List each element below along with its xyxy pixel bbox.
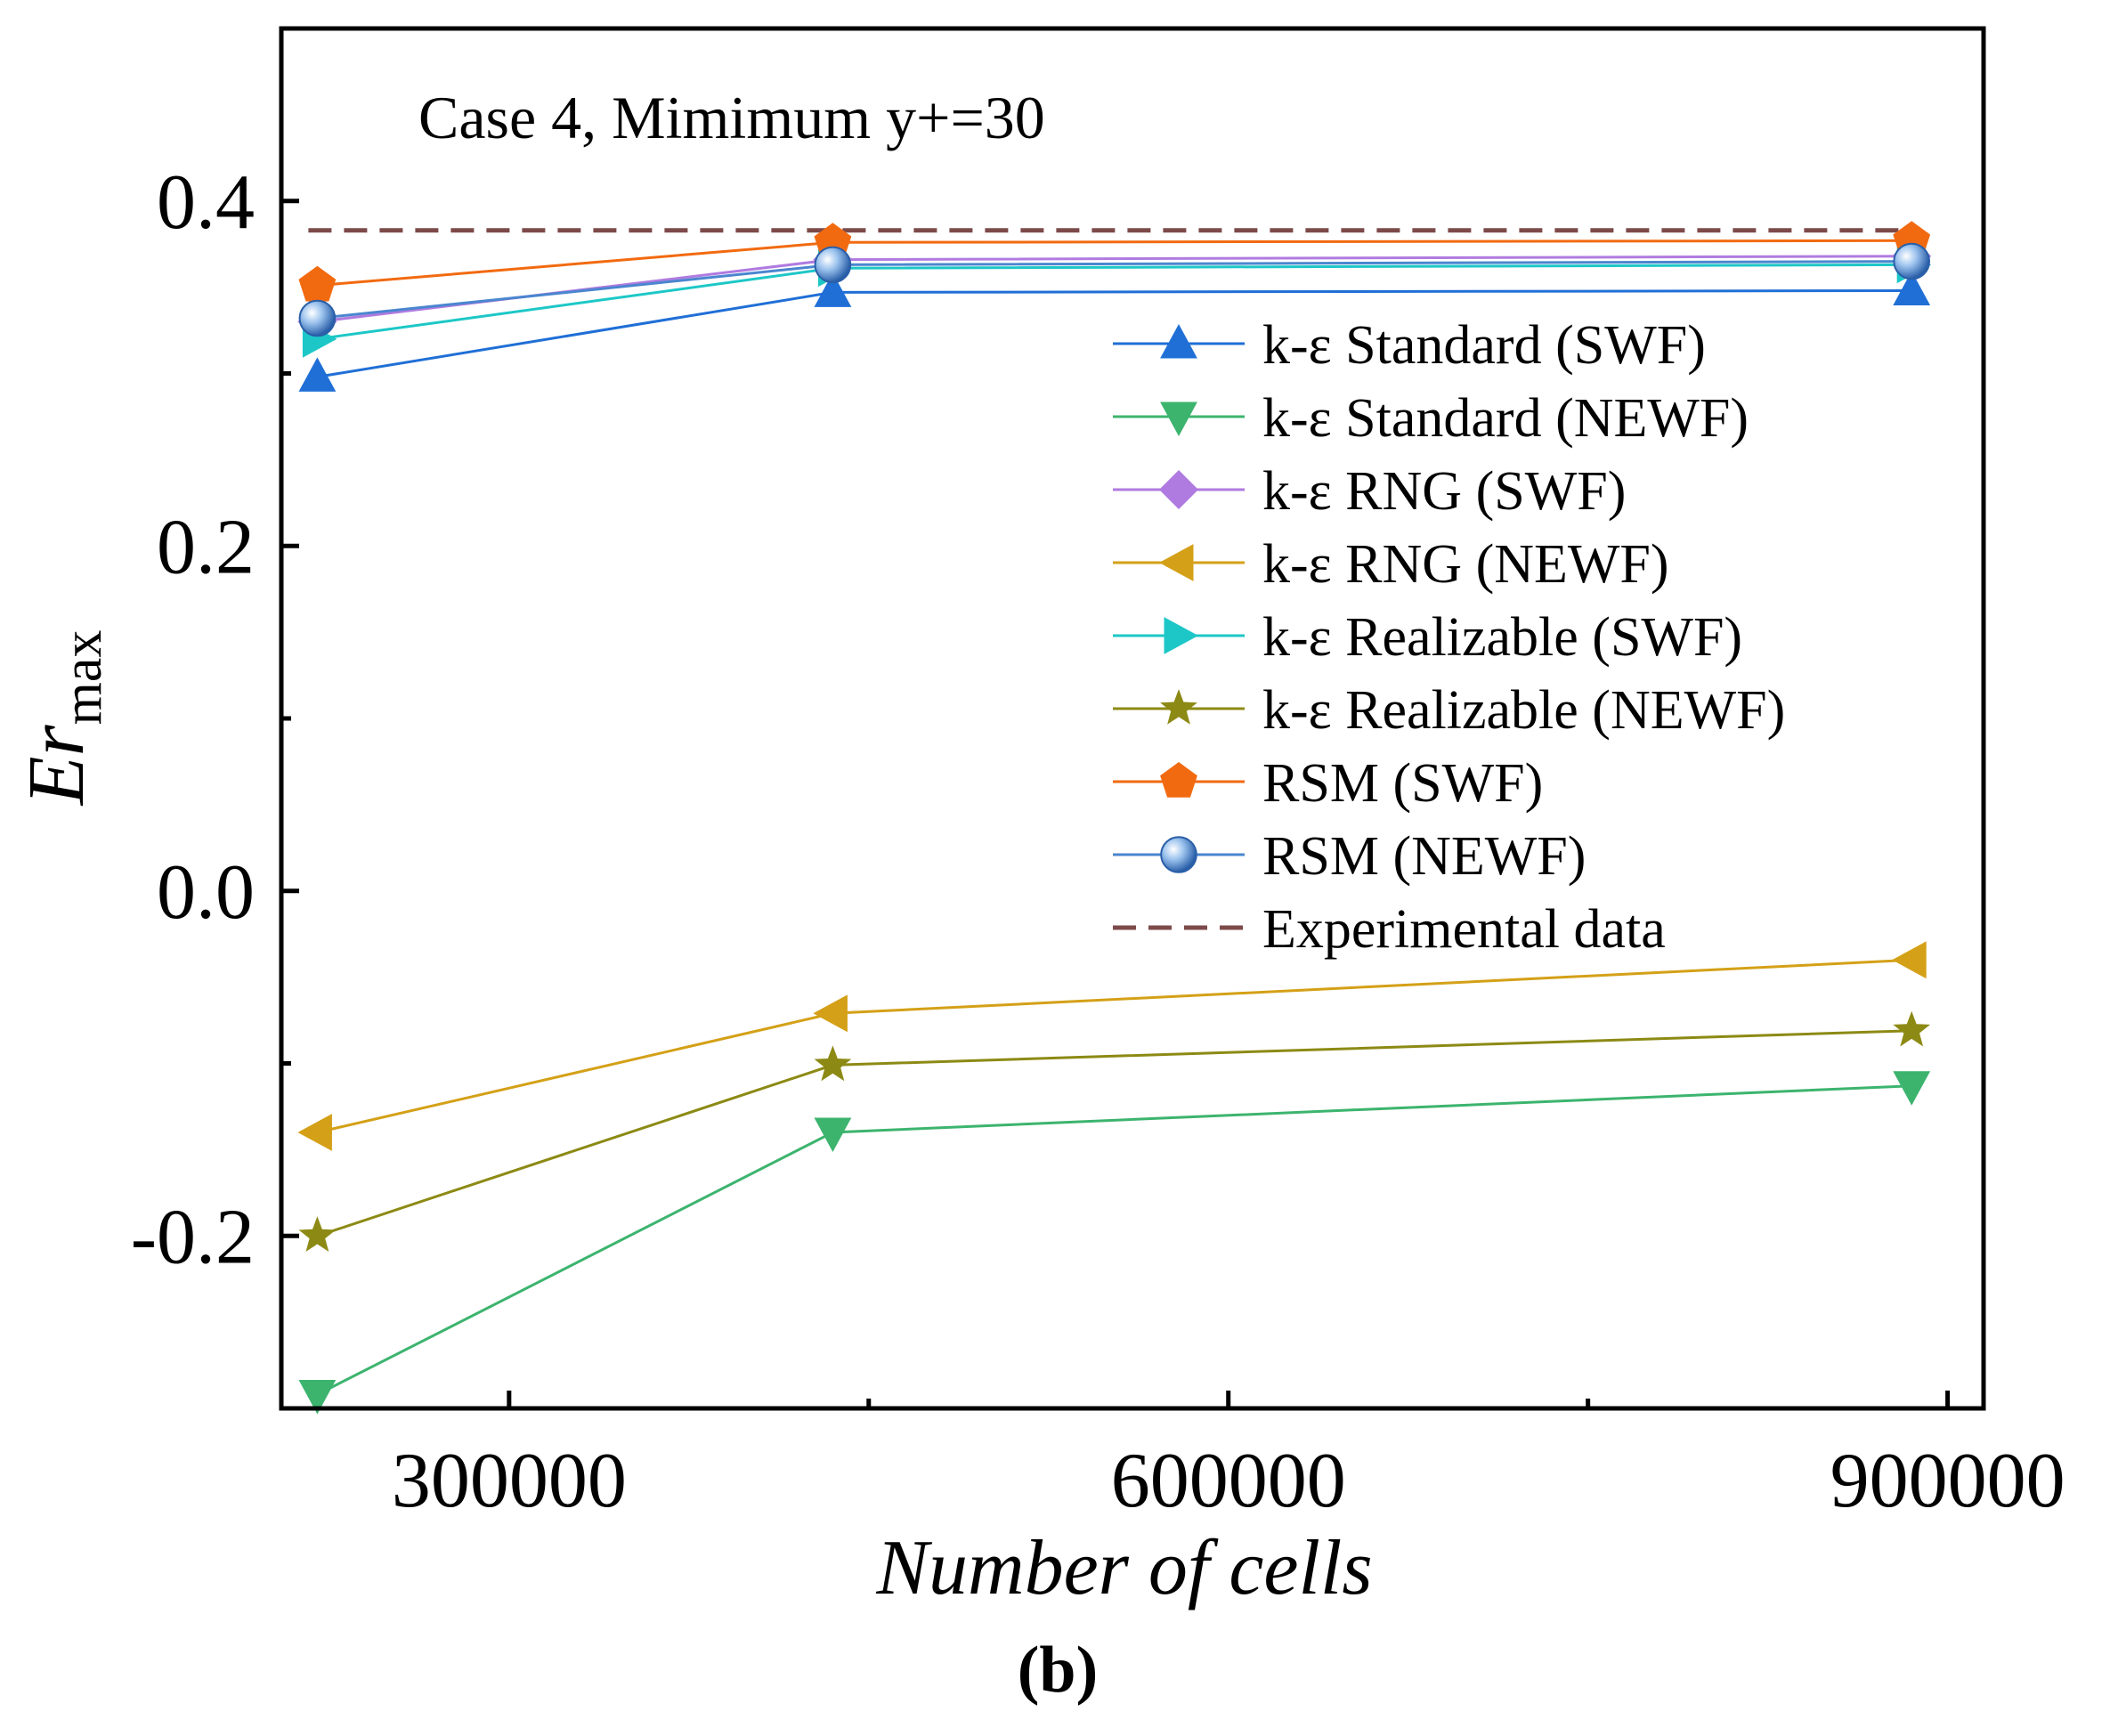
legend-label: k-ε Realizable (NEWF) [1262, 680, 1785, 741]
legend-label: k-ε Standard (SWF) [1262, 315, 1706, 376]
y-axis-label: Ermax [12, 630, 113, 807]
data-point [298, 1380, 337, 1415]
data-point [298, 265, 337, 302]
legend-item: k-ε Standard (SWF) [1113, 315, 1706, 376]
legend-label: k-ε Standard (NEWF) [1262, 388, 1749, 449]
data-point [298, 1216, 337, 1252]
legend-label: k-ε RNG (NEWF) [1262, 534, 1669, 595]
data-point [814, 246, 852, 284]
legend-item: k-ε RNG (NEWF) [1113, 534, 1669, 595]
legend-marker [1160, 836, 1197, 873]
legend-item: Experimental data [1113, 899, 1666, 960]
legend-label: Experimental data [1262, 899, 1666, 960]
legend-marker [1164, 617, 1198, 654]
data-point [814, 1045, 852, 1082]
series-1 [298, 271, 1931, 392]
data-point [298, 299, 337, 337]
legend-marker [1160, 324, 1197, 359]
legend-item: RSM (SWF) [1113, 753, 1543, 814]
legend-marker [1160, 762, 1197, 798]
y-tick-label: -0.2 [131, 1194, 255, 1280]
data-point [814, 1117, 852, 1152]
legend-item: k-ε Realizable (NEWF) [1113, 680, 1785, 741]
legend-marker [1160, 689, 1197, 725]
y-axis-label-main: Er [12, 724, 101, 807]
data-point [1892, 941, 1927, 979]
legend-item: k-ε RNG (SWF) [1113, 461, 1626, 522]
series-2 [298, 1071, 1931, 1415]
legend-item: k-ε Standard (NEWF) [1113, 388, 1749, 449]
series-7 [298, 221, 1931, 302]
data-point [1893, 1071, 1931, 1106]
x-axis-label: Number of cells [875, 1525, 1372, 1611]
series-8 [298, 242, 1931, 337]
data-point [1893, 271, 1931, 305]
data-point [813, 994, 848, 1033]
data-point [1893, 242, 1931, 280]
legend-label: RSM (SWF) [1262, 753, 1543, 814]
series-line [316, 1029, 1912, 1237]
series-line [317, 958, 1912, 1134]
x-tick-label: 900000 [1830, 1438, 2065, 1524]
legend-label: RSM (NEWF) [1262, 826, 1586, 887]
x-tick-label: 600000 [1111, 1438, 1346, 1524]
legend-marker [1159, 544, 1194, 581]
chart-annotation: Case 4, Mimimum y+=30 [418, 84, 1045, 151]
data-point [298, 357, 337, 392]
series-line [316, 1084, 1912, 1396]
legend-label: k-ε RNG (SWF) [1262, 461, 1626, 522]
legend-label: k-ε Realizable (SWF) [1262, 607, 1742, 668]
y-axis-label-sub: max [53, 630, 113, 726]
series-6 [298, 1010, 1931, 1252]
y-tick-label: 0.0 [157, 849, 255, 936]
data-point [814, 272, 852, 307]
data-point [1893, 1010, 1931, 1047]
x-tick-label: 300000 [392, 1438, 627, 1524]
legend-item: k-ε Realizable (SWF) [1113, 607, 1742, 668]
legend-item: RSM (NEWF) [1113, 826, 1586, 887]
legend-marker [1159, 470, 1198, 509]
y-tick-label: 0.4 [157, 159, 255, 246]
panel-label: (b) [1018, 1634, 1098, 1707]
data-point [297, 1114, 332, 1151]
y-tick-label: 0.2 [157, 504, 255, 590]
series-4 [297, 941, 1927, 1151]
legend-marker [1160, 402, 1197, 436]
